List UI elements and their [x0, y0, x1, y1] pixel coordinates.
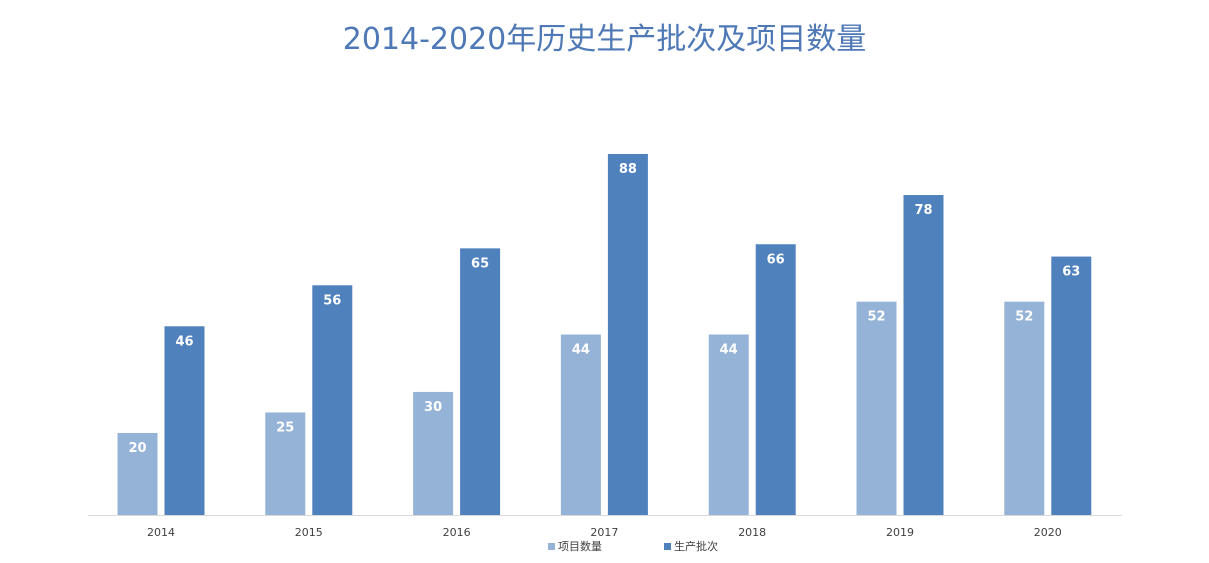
x-tick-label-2016: 2016: [443, 526, 471, 539]
data-label-2018-series-1: 44: [720, 343, 738, 358]
bar-2015-series-2: [312, 285, 353, 515]
x-tick-label-2014: 2014: [147, 526, 175, 539]
data-label-2014-series-1: 20: [128, 441, 146, 456]
data-label-2020-series-1: 52: [1015, 310, 1033, 325]
bar-2016-series-2: [460, 248, 501, 515]
data-label-2018-series-2: 66: [767, 252, 785, 267]
x-tick-label-2018: 2018: [738, 526, 766, 539]
data-label-2019-series-1: 52: [867, 310, 885, 325]
bar-2019-series-2: [903, 195, 944, 516]
bar-2014-series-2: [164, 326, 205, 515]
data-label-2017-series-2: 88: [619, 162, 637, 177]
x-tick-label-2017: 2017: [590, 526, 618, 539]
legend-swatch-series-1: [548, 543, 555, 550]
data-label-2019-series-2: 78: [914, 203, 932, 218]
data-label-2014-series-2: 46: [175, 334, 193, 349]
bar-2015-series-1: [265, 412, 306, 515]
data-label-2016-series-1: 30: [424, 400, 442, 415]
x-tick-label-2020: 2020: [1034, 526, 1062, 539]
x-tick-label-2015: 2015: [295, 526, 323, 539]
bar-2020-series-2: [1051, 256, 1092, 515]
data-label-2017-series-1: 44: [572, 343, 590, 358]
bar-2016-series-1: [413, 391, 454, 515]
data-label-2015-series-1: 25: [276, 420, 294, 435]
bar-2018-series-1: [708, 334, 749, 515]
chart-title: 2014-2020年历史生产批次及项目数量: [342, 22, 867, 57]
bar-2014-series-1: [117, 432, 158, 515]
bar-2017-series-2: [607, 154, 648, 515]
bar-2017-series-1: [560, 334, 601, 515]
data-label-2015-series-2: 56: [323, 293, 341, 308]
data-label-2016-series-2: 65: [471, 256, 489, 271]
legend-label-series-1: 项目数量: [558, 540, 602, 553]
legend-label-series-2: 生产批次: [674, 539, 718, 553]
bar-2018-series-2: [755, 244, 796, 515]
bar-2020-series-1: [1004, 301, 1045, 515]
x-tick-label-2019: 2019: [886, 526, 914, 539]
data-label-2020-series-2: 63: [1062, 265, 1080, 280]
legend-swatch-series-2: [664, 543, 671, 550]
bar-2019-series-1: [856, 301, 897, 515]
